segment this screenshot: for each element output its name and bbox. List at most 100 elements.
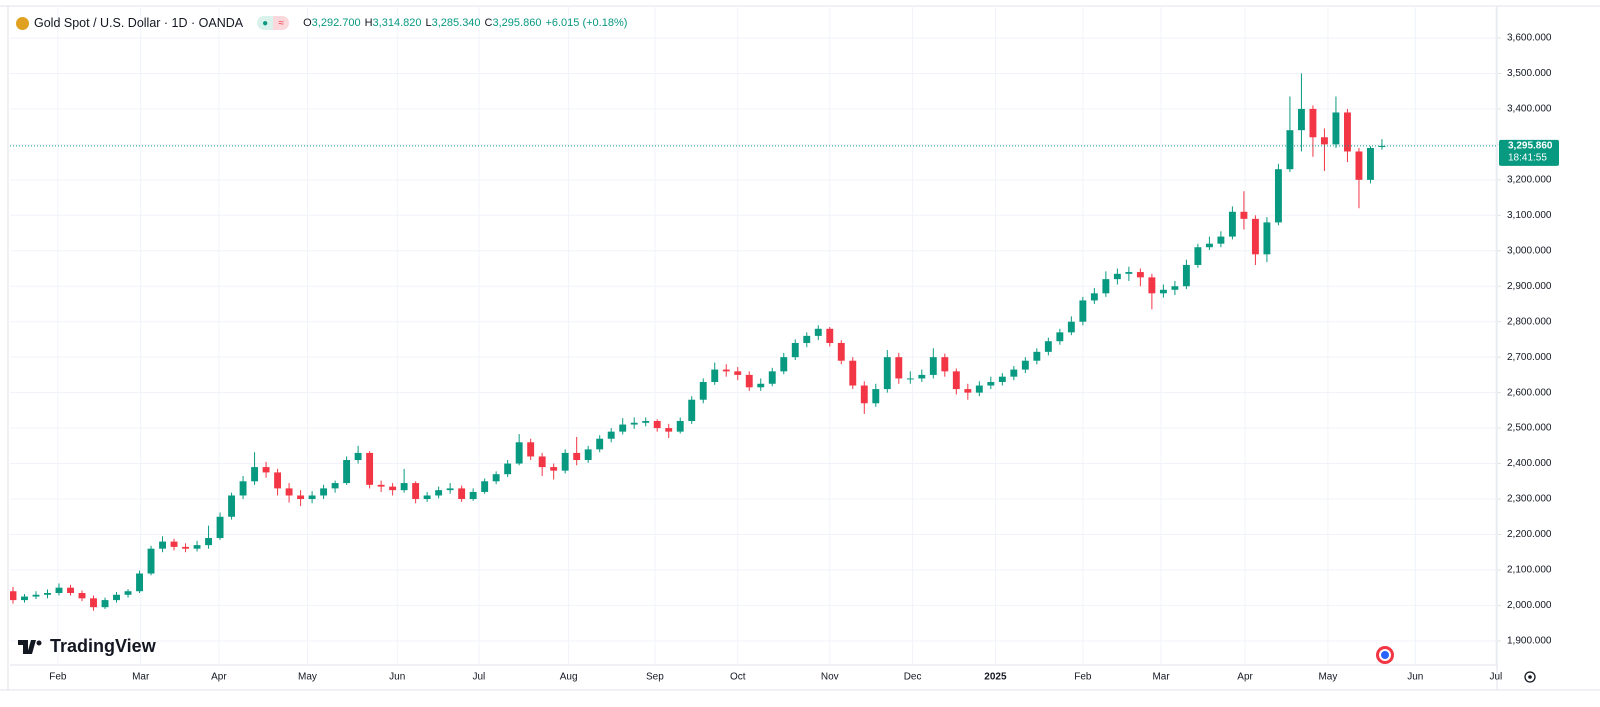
candle-body bbox=[1205, 243, 1213, 248]
grid bbox=[10, 5, 1497, 665]
x-tick-label: Jul bbox=[1489, 672, 1502, 683]
candle-body bbox=[952, 371, 960, 390]
y-tick-label: 3,600.000 bbox=[1507, 33, 1552, 44]
candle-body bbox=[10, 591, 17, 601]
candle-body bbox=[170, 541, 178, 547]
y-tick-label: 3,200.000 bbox=[1507, 174, 1552, 185]
x-tick-label: Nov bbox=[821, 672, 839, 683]
legend-item: L3,285.340 bbox=[425, 17, 480, 29]
candle-body bbox=[1332, 112, 1340, 145]
change: +6.015 (+0.18%) bbox=[545, 17, 628, 29]
x-tick-label: Mar bbox=[132, 672, 150, 683]
candle-body bbox=[113, 594, 120, 601]
x-tick-label: Oct bbox=[730, 672, 746, 683]
candle-body bbox=[688, 399, 696, 422]
candle-body bbox=[1378, 145, 1386, 147]
candle-body bbox=[975, 385, 983, 393]
candle-body bbox=[573, 452, 581, 461]
candle-body bbox=[1251, 218, 1259, 255]
candle-body bbox=[239, 481, 247, 496]
candle-body bbox=[377, 484, 385, 487]
candle-body bbox=[147, 548, 155, 574]
legend-key: O bbox=[303, 17, 312, 29]
candle-body bbox=[837, 342, 845, 361]
candle-body bbox=[653, 421, 661, 429]
candle-body bbox=[998, 376, 1006, 382]
watermark: TradingView bbox=[18, 636, 156, 657]
candle-body bbox=[228, 495, 236, 517]
candle-body bbox=[1286, 130, 1294, 170]
x-tick-label: Jun bbox=[389, 672, 405, 683]
candle-body bbox=[814, 328, 822, 336]
candle-body bbox=[423, 495, 431, 500]
candle-body bbox=[78, 593, 86, 599]
symbol-title: Gold Spot / U.S. Dollar · 1D · OANDA bbox=[34, 16, 244, 30]
candle-body bbox=[216, 516, 224, 539]
candle-body bbox=[1148, 277, 1156, 294]
candle-body bbox=[331, 483, 339, 489]
status-pill[interactable]: ● ≈ bbox=[257, 16, 290, 30]
candle-body bbox=[550, 467, 558, 471]
candle-body bbox=[101, 600, 109, 608]
candle-body bbox=[860, 385, 868, 404]
candle-body bbox=[124, 591, 132, 595]
candle-body bbox=[596, 438, 604, 450]
watermark-text: TradingView bbox=[50, 636, 156, 656]
candle-body bbox=[665, 428, 673, 432]
candle-body bbox=[285, 488, 293, 496]
candle-body bbox=[883, 357, 891, 390]
candle-body bbox=[1021, 360, 1029, 370]
candle-body bbox=[1182, 264, 1190, 287]
candle-body bbox=[492, 474, 500, 482]
candle-body bbox=[757, 383, 765, 388]
y-tick-label: 3,000.000 bbox=[1507, 245, 1552, 256]
candle-body bbox=[791, 342, 799, 358]
x-tick-label: Sep bbox=[646, 672, 664, 683]
candle-body bbox=[619, 424, 627, 432]
y-tick-label: 2,000.000 bbox=[1507, 600, 1552, 611]
candle-body bbox=[895, 357, 903, 379]
last-price-label: 3,295.860 bbox=[1508, 140, 1553, 151]
x-tick-label: Dec bbox=[904, 672, 922, 683]
candle-body bbox=[745, 374, 753, 388]
x-tick-label: 2025 bbox=[984, 672, 1007, 683]
y-tick-label: 2,800.000 bbox=[1507, 316, 1552, 327]
candle-body bbox=[1159, 289, 1167, 294]
candle-body bbox=[504, 463, 512, 475]
x-tick-label: Jun bbox=[1407, 672, 1423, 683]
candle-body bbox=[366, 452, 374, 485]
candle-body bbox=[193, 545, 201, 549]
legend-item: O3,292.700 bbox=[303, 17, 361, 29]
candle-body bbox=[136, 573, 143, 592]
candle-body bbox=[768, 371, 776, 384]
x-tick-label: Mar bbox=[1152, 672, 1170, 683]
y-tick-label: 3,400.000 bbox=[1507, 104, 1552, 115]
y-tick-label: 2,200.000 bbox=[1507, 529, 1552, 540]
y-tick-label: 2,500.000 bbox=[1507, 423, 1552, 434]
candle-body bbox=[584, 449, 592, 461]
settings-icon[interactable] bbox=[1524, 671, 1536, 683]
candle-body bbox=[699, 381, 707, 400]
legend-value: 3,295.860 bbox=[492, 17, 542, 29]
candle-body bbox=[515, 442, 523, 464]
candle-body bbox=[343, 460, 351, 484]
y-tick-label: 1,900.000 bbox=[1507, 636, 1552, 647]
candle-body bbox=[44, 593, 51, 595]
x-tick-label: Apr bbox=[1237, 672, 1253, 683]
candle-body bbox=[561, 452, 569, 471]
candle-body bbox=[803, 335, 811, 343]
candle-body bbox=[780, 357, 788, 372]
candle-body bbox=[872, 389, 880, 404]
plot-area bbox=[10, 73, 1497, 611]
candle-body bbox=[1240, 211, 1248, 219]
candle-body bbox=[435, 490, 443, 496]
candle-body bbox=[1263, 222, 1271, 255]
candle-body bbox=[446, 488, 454, 491]
legend-key: L bbox=[425, 17, 432, 29]
candle-body bbox=[400, 483, 408, 491]
candle-body bbox=[1355, 151, 1363, 180]
candle-body bbox=[711, 369, 719, 382]
header: Gold Spot / U.S. Dollar · 1D · OANDA ● ≈ … bbox=[16, 13, 627, 33]
y-tick-label: 2,400.000 bbox=[1507, 458, 1552, 469]
x-tick-label: Apr bbox=[211, 672, 227, 683]
